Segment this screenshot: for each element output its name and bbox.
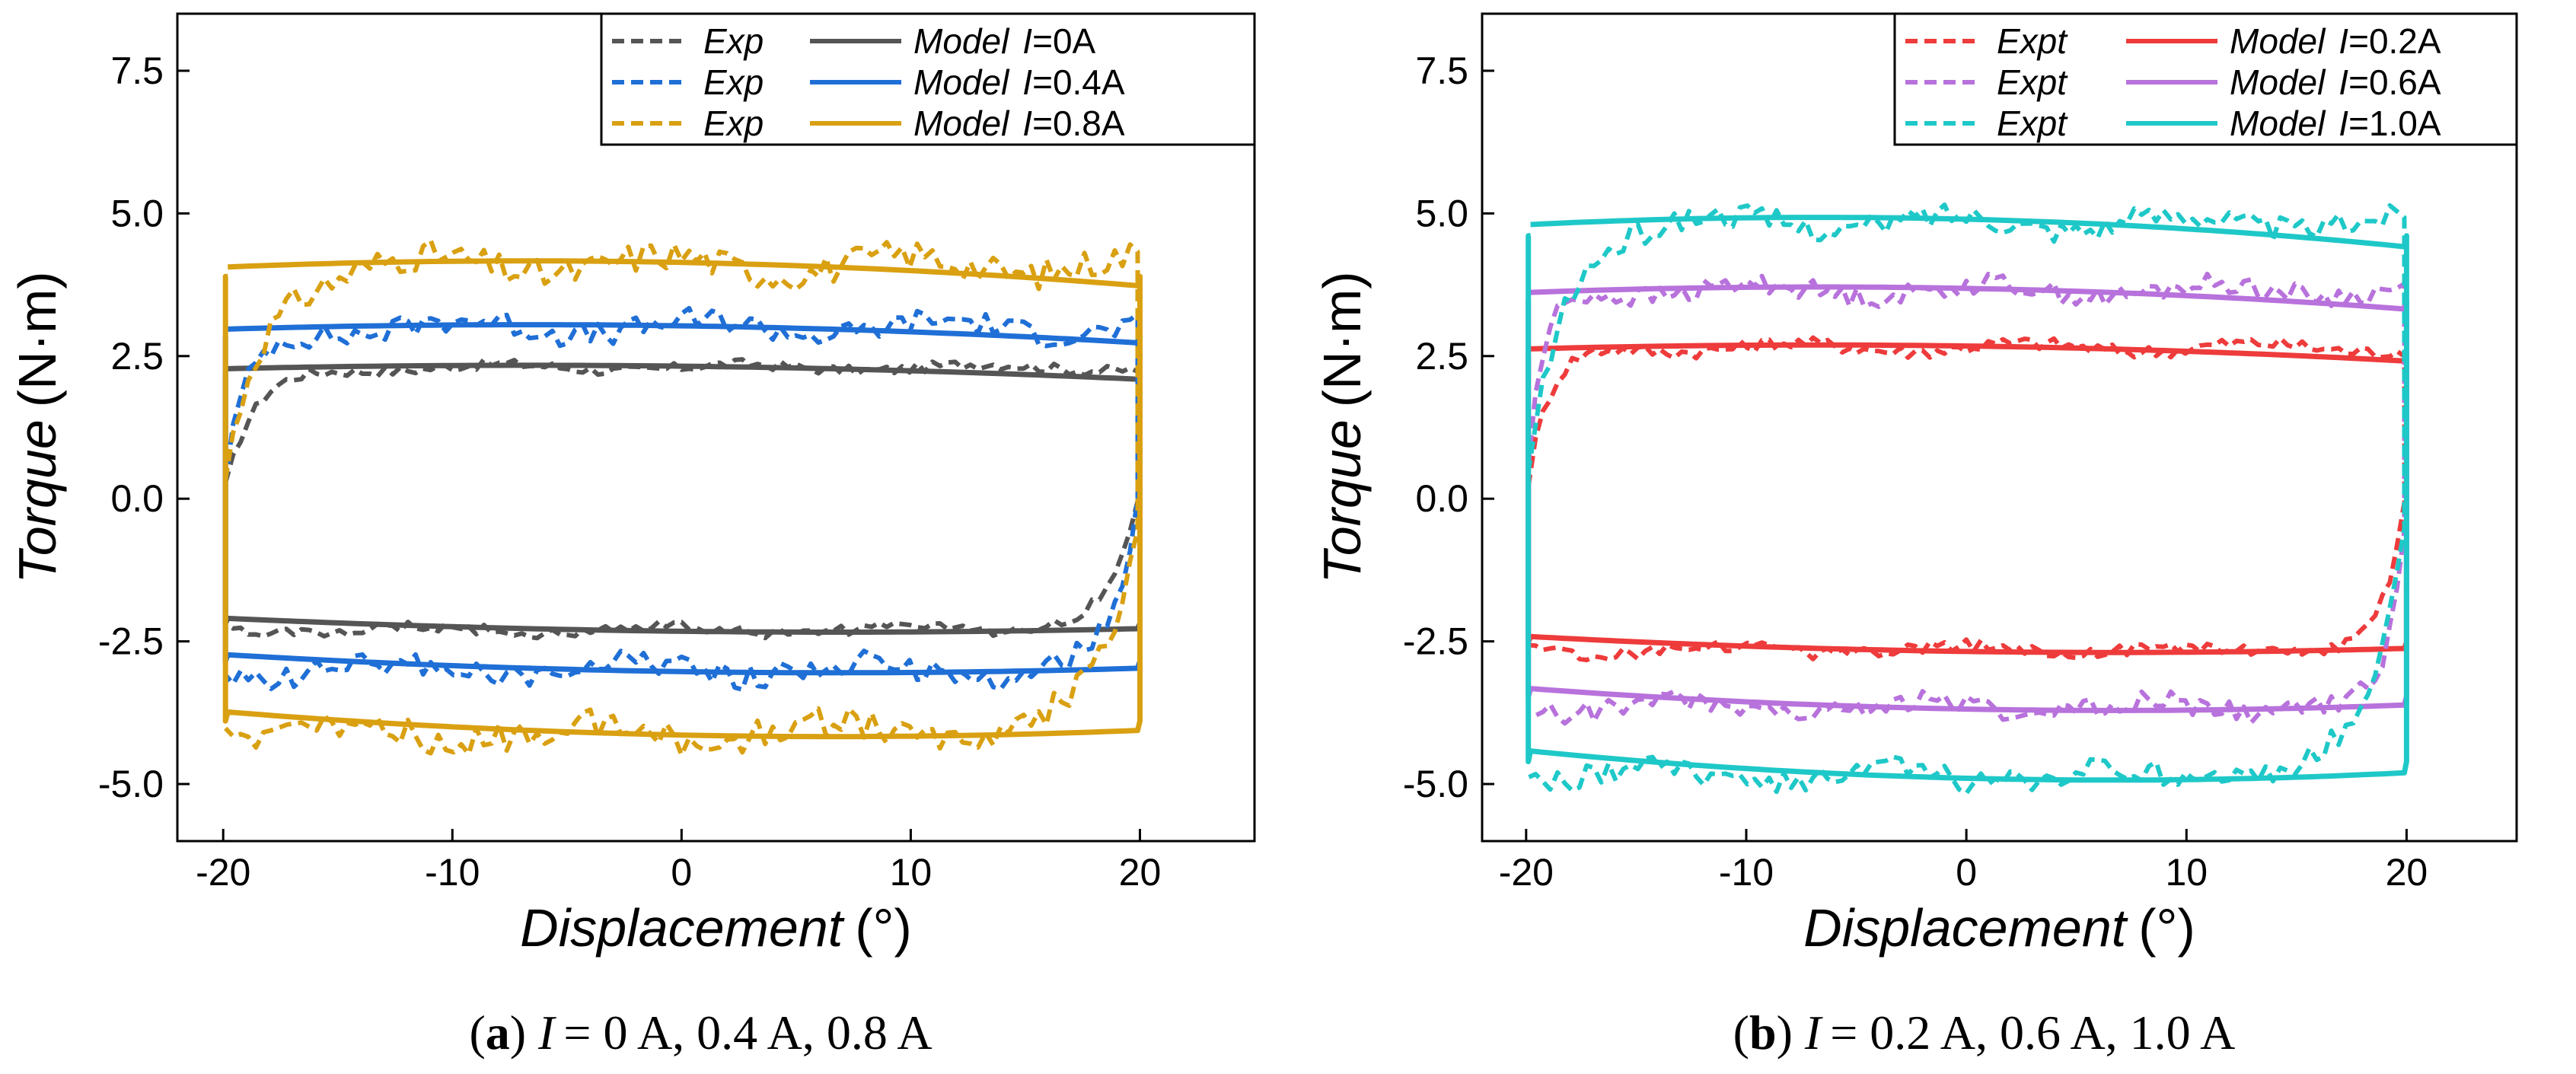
y-tick-label: 5.0 [110, 192, 164, 234]
legend-exp-label: Expt [1997, 104, 2068, 143]
panel-b-plot-area: -20 -10 0 10 20 -5.0 -2.5 0.0 2.5 5.0 7.5 [1403, 12, 2518, 894]
x-tick-label: 10 [2165, 851, 2208, 894]
panel-b-x-axis-label: Displacement (°) [1803, 898, 2195, 958]
legend-exp-label: Exp [703, 104, 764, 143]
legend-model-label: Model I=0.8A [913, 104, 1125, 143]
panel-b-caption: (b) I = 0.2 A, 0.6 A, 1.0 A [1733, 1005, 2236, 1060]
panel-a-y-axis-label: Torque(N·m) [8, 271, 67, 583]
y-tick-label: 7.5 [110, 49, 164, 92]
y-tick-label: 0.0 [1415, 477, 1468, 520]
legend-model-label: Model I=0A [913, 21, 1096, 61]
y-tick-label: -2.5 [98, 620, 164, 663]
panel-a-caption: (a) I = 0 A, 0.4 A, 0.8 A [469, 1005, 932, 1060]
panel-b-legend: Expt Model I=0.2A Expt Model I=0.6A Expt Model I… [1893, 12, 2518, 146]
model-curve [1526, 215, 2409, 783]
y-tick-label: 2.5 [1415, 335, 1468, 378]
x-tick-label: -20 [196, 851, 250, 894]
y-tick-label: 7.5 [1415, 49, 1468, 92]
panel-a-legend: Exp Model I=0A Exp Model I=0.4A Exp Model I=0.8A [600, 12, 1256, 146]
x-tick-label: -10 [425, 851, 480, 894]
legend-exp-label: Expt [1997, 21, 2068, 61]
x-tick-label: 10 [890, 851, 933, 894]
experiment-curve [1526, 202, 2407, 796]
legend-exp-label: Exp [703, 21, 764, 61]
experiment-curve [223, 357, 1140, 641]
legend-model-label: Model I=0.6A [2230, 62, 2441, 102]
y-tick-label: 5.0 [1415, 192, 1468, 234]
panel-a: -20 -10 0 10 20 -5.0 -2.5 0.0 2.5 5.0 7.5 Displace… [8, 12, 1256, 1060]
experiment-curve [223, 305, 1140, 692]
y-tick-label: -5.0 [98, 763, 164, 805]
legend-model-label: Model I=0.4A [913, 62, 1125, 102]
x-tick-label: 0 [671, 851, 692, 894]
x-tick-label: -20 [1499, 851, 1554, 894]
x-tick-label: -10 [1719, 851, 1774, 894]
y-tick-label: -2.5 [1403, 620, 1468, 663]
y-tick-label: 2.5 [110, 335, 164, 378]
x-tick-label: 20 [2386, 851, 2428, 894]
x-tick-label: 0 [1956, 851, 1977, 894]
legend-model-label: Model I=0.2A [2230, 21, 2441, 61]
experiment-curve [223, 237, 1140, 757]
panel-a-x-axis-label: Displacement (°) [520, 898, 912, 958]
legend-exp-label: Exp [703, 62, 764, 102]
panel-b: -20 -10 0 10 20 -5.0 -2.5 0.0 2.5 5.0 7.5 Displace… [1312, 12, 2518, 1060]
panel-a-plot-area: -20 -10 0 10 20 -5.0 -2.5 0.0 2.5 5.0 7.5 [98, 12, 1256, 894]
y-tick-label: 0.0 [110, 477, 164, 520]
panel-a-plot-frame [176, 12, 1256, 843]
x-tick-label: 20 [1119, 851, 1162, 894]
legend-exp-label: Expt [1997, 62, 2068, 102]
y-tick-label: -5.0 [1403, 763, 1468, 805]
panel-b-y-axis-label: Torque(N·m) [1312, 271, 1372, 583]
legend-box [600, 12, 1256, 146]
experiment-curve [1526, 271, 2407, 726]
legend-model-label: Model I=1.0A [2230, 104, 2441, 143]
model-curve [222, 258, 1143, 740]
